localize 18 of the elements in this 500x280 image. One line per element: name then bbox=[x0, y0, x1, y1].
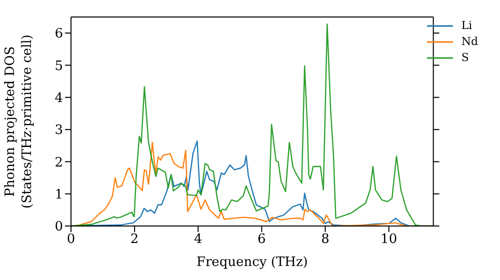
legend-label: S bbox=[461, 51, 469, 65]
x-tick-label: 10 bbox=[380, 232, 398, 248]
legend-label: Li bbox=[461, 19, 472, 33]
x-tick-label: 0 bbox=[66, 232, 76, 248]
y-tick-label: 3 bbox=[54, 123, 63, 138]
y-tick-label: 0 bbox=[54, 220, 63, 235]
y-tick-label: 4 bbox=[54, 91, 63, 106]
x-tick-label: 6 bbox=[258, 232, 266, 248]
y-tick-label: 1 bbox=[54, 187, 63, 202]
y-axis-title: Phonon projected DOS (States/THz·primitive cell) bbox=[3, 34, 35, 209]
y-tick-label: 6 bbox=[54, 26, 63, 42]
x-axis-title: Frequency (THz) bbox=[196, 255, 308, 270]
legend-label: Nd bbox=[461, 35, 478, 49]
y-tick-label: 2 bbox=[54, 155, 63, 170]
x-tick-label: 2 bbox=[130, 232, 139, 248]
x-tick-label: 4 bbox=[194, 232, 202, 248]
y-tick-label: 5 bbox=[54, 58, 63, 74]
x-tick-label: 8 bbox=[321, 232, 330, 248]
